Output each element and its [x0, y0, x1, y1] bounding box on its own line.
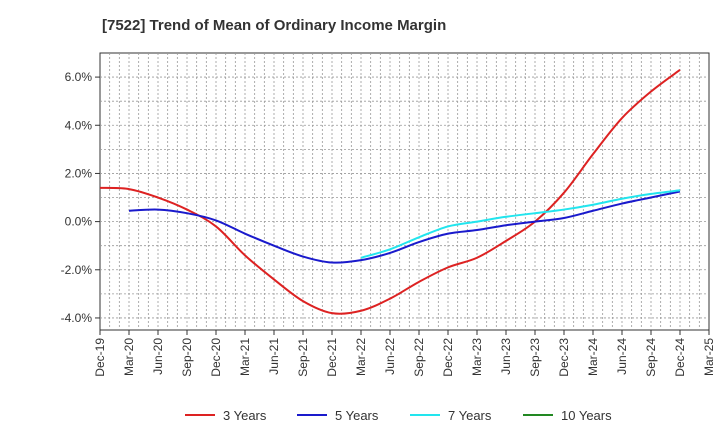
x-tick-label: Dec-19 [93, 338, 107, 377]
series-line-3-years [99, 69, 681, 315]
x-tick-label: Mar-25 [702, 338, 716, 376]
x-tick-label: Sep-23 [528, 338, 542, 377]
x-tick-label: Mar-23 [470, 338, 484, 376]
x-tick-label: Mar-22 [354, 338, 368, 376]
y-tick-label: 2.0% [65, 166, 93, 180]
series-lines [99, 69, 681, 315]
x-tick-label: Sep-24 [644, 338, 658, 377]
y-tick-label: -2.0% [61, 263, 93, 277]
x-tick-label: Dec-21 [325, 338, 339, 377]
series-line-7-years [360, 189, 681, 259]
grid-lines [100, 53, 709, 330]
x-tick-label: Dec-20 [209, 338, 223, 377]
y-tick-label: 4.0% [65, 118, 93, 132]
x-tick-label: Jun-22 [383, 338, 397, 375]
y-tick-label: -4.0% [61, 311, 93, 325]
legend-label-3-years: 3 Years [223, 408, 267, 423]
legend-label-10-years: 10 Years [561, 408, 612, 423]
x-tick-label: Mar-24 [586, 338, 600, 376]
y-tick-label: 0.0% [65, 215, 93, 229]
plot-frame [99, 52, 710, 331]
y-tick-label: 6.0% [65, 70, 93, 84]
x-tick-label: Sep-20 [180, 338, 194, 377]
x-tick-label: Dec-23 [557, 338, 571, 377]
x-tick-label: Mar-21 [238, 338, 252, 376]
plot-area [99, 52, 710, 331]
y-axis: -4.0% -2.0% 0.0% 2.0% 4.0% 6.0% [61, 70, 100, 325]
legend-label-7-years: 7 Years [448, 408, 492, 423]
x-tick-label: Mar-20 [122, 338, 136, 376]
x-tick-label: Dec-22 [441, 338, 455, 377]
x-axis: Dec-19 Mar-20 Jun-20 Sep-20 Dec-20 Mar-21 Jun-… [93, 330, 716, 377]
x-tick-label: Jun-23 [499, 338, 513, 375]
x-tick-label: Jun-24 [615, 338, 629, 375]
x-tick-label: Sep-21 [296, 338, 310, 377]
x-tick-label: Jun-21 [267, 338, 281, 375]
legend-label-5-years: 5 Years [335, 408, 379, 423]
x-tick-label: Jun-20 [151, 338, 165, 375]
series-line-5-years [128, 190, 681, 264]
legend: 3 Years 5 Years 7 Years 10 Years [185, 408, 612, 423]
x-tick-label: Dec-24 [673, 338, 687, 377]
chart-title: [7522] Trend of Mean of Ordinary Income … [102, 17, 446, 34]
x-tick-label: Sep-22 [412, 338, 426, 377]
